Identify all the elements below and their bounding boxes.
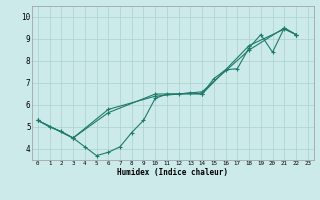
X-axis label: Humidex (Indice chaleur): Humidex (Indice chaleur) [117,168,228,177]
